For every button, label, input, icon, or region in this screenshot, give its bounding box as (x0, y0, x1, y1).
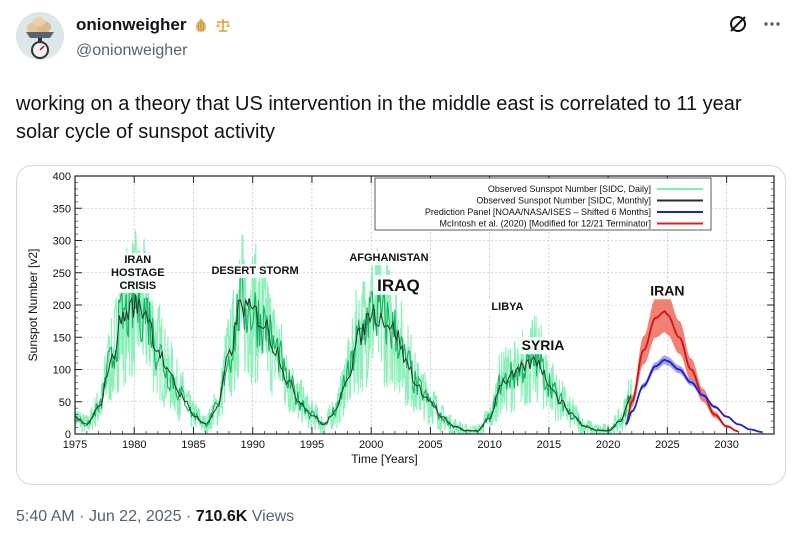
more-options-icon[interactable] (760, 12, 784, 36)
annotation-label: DESERT STORM (211, 265, 298, 277)
y-tick-label: 200 (53, 300, 71, 312)
views-count: 710.6K (195, 508, 248, 525)
display-name[interactable]: onionweigher (76, 15, 187, 34)
views-label: Views (251, 508, 295, 525)
y-tick-label: 150 (53, 332, 71, 344)
legend-label: Observed Sunspot Number [SIDC, Daily] (488, 184, 651, 194)
annotation-bg (114, 278, 162, 293)
sunspot-chart: 1975 1980 1985 1990 1995 2000 2005 2010 2015 2020… (26, 171, 775, 466)
x-axis-label: Time [Years] (351, 452, 417, 466)
x-tick-label: 1980 (122, 439, 146, 451)
legend-label: Observed Sunspot Number [SIDC, Monthly] (476, 196, 651, 206)
x-tick-label: 1990 (240, 439, 264, 451)
annotation-bg (647, 282, 688, 300)
annotation-label: IRAQ (377, 276, 420, 295)
legend-label: McIntosh et al. (2020) [Modified for 12/… (440, 219, 651, 229)
tweet-date[interactable]: Jun 22, 2025 (88, 508, 182, 525)
onion-emoji-icon (193, 17, 209, 33)
annotation-label: CRISIS (119, 280, 156, 292)
x-tick-label: 1975 (63, 439, 87, 451)
legend-box (374, 177, 712, 231)
handle[interactable]: @onionweigher (76, 42, 188, 59)
x-tick-label: 1995 (300, 439, 324, 451)
prediction-line (625, 358, 763, 433)
tweet-time[interactable]: 5:40 AM (16, 508, 75, 525)
x-tick-label: 2030 (714, 439, 738, 451)
annotation-bg (211, 264, 300, 279)
mcintosh-line (625, 310, 739, 433)
display-name-row[interactable]: onionweigher (76, 14, 231, 36)
x-tick-label: 2005 (418, 439, 442, 451)
annotation-bg (487, 300, 528, 315)
x-tick-label: 2010 (477, 439, 501, 451)
annotation-bg (374, 274, 423, 295)
annotation-label: LIBYA (491, 301, 523, 313)
tweet-header: onionweigher @onionweigher (16, 12, 784, 68)
y-tick-label: 250 (53, 268, 71, 280)
daily-sunspot-line (74, 230, 633, 436)
annotation-label: AFGHANISTAN (349, 252, 428, 264)
mcintosh-band (625, 290, 739, 432)
y-tick-label: 300 (53, 236, 71, 248)
scales-emoji-icon (215, 17, 231, 33)
x-tick-label: 2015 (537, 439, 561, 451)
legend-label: Prediction Panel [NOAA/NASA/ISES – Shift… (425, 207, 651, 217)
y-tick-label: 0 (65, 429, 71, 441)
tweet-meta: 5:40 AM · Jun 22, 2025 · 710.6K Views (16, 508, 294, 526)
annotation-bg (110, 265, 165, 280)
annotation-label: IRAN (650, 282, 684, 298)
meta-separator: · (185, 508, 192, 525)
monthly-green-line (74, 271, 633, 433)
annotation-label: SYRIA (522, 337, 565, 353)
y-tick-label: 350 (53, 203, 71, 215)
x-tick-label: 1985 (181, 439, 205, 451)
grok-icon[interactable] (726, 12, 750, 36)
annotation-label: IRAN (124, 254, 151, 266)
y-tick-label: 50 (59, 397, 71, 409)
tweet-text: working on a theory that US intervention… (16, 93, 742, 143)
y-tick-label: 100 (53, 365, 71, 377)
x-tick-label: 2025 (655, 439, 679, 451)
annotation-bg (348, 251, 430, 266)
annotation-label: HOSTAGE (111, 267, 165, 279)
x-tick-label: 2000 (359, 439, 383, 451)
y-tick-label: 400 (53, 171, 71, 183)
tweet-image[interactable]: 1975 1980 1985 1990 1995 2000 2005 2010 2015 2020… (16, 165, 786, 485)
meta-separator: · (79, 508, 85, 525)
monthly-sunspot-line (74, 294, 632, 432)
avatar[interactable] (16, 12, 64, 60)
annotation-bg (518, 337, 568, 355)
y-axis-label: Sunspot Number [v2] (26, 249, 40, 362)
x-tick-label: 2020 (596, 439, 620, 451)
annotation-bg (121, 253, 155, 268)
